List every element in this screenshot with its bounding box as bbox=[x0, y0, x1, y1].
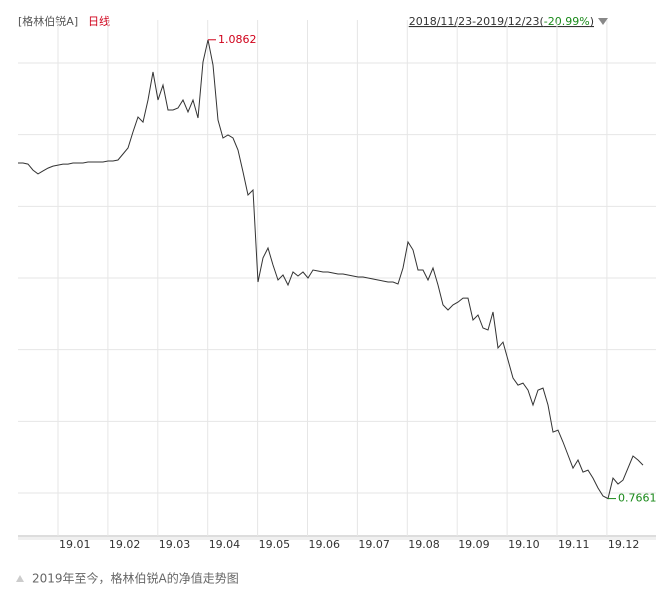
x-tick-label: 19.07 bbox=[358, 538, 390, 551]
x-tick-label: 19.01 bbox=[59, 538, 91, 551]
x-tick-label: 19.09 bbox=[458, 538, 490, 551]
range-text: 2018/11/23-2019/12/23( bbox=[409, 15, 544, 28]
caption: 2019年至今，格林伯锐A的净值走势图 bbox=[32, 571, 239, 586]
period[interactable]: 日线 bbox=[88, 14, 110, 28]
x-tick-label: 19.02 bbox=[109, 538, 140, 551]
x-tick-label: 19.10 bbox=[508, 538, 539, 551]
x-tick-label: 19.12 bbox=[608, 538, 640, 551]
range[interactable]: 2018/11/23-2019/12/23(-20.99%) bbox=[409, 15, 594, 28]
x-tick-label: 19.08 bbox=[408, 538, 440, 551]
dropdown-arrow[interactable] bbox=[598, 18, 608, 25]
range-close: ) bbox=[590, 15, 594, 28]
x-tick-label: 19.06 bbox=[309, 538, 341, 551]
min-label: 0.7661 bbox=[618, 492, 657, 505]
caption-icon bbox=[16, 575, 24, 582]
max-label: 1.0862 bbox=[218, 33, 257, 46]
x-tick-label: 19.04 bbox=[209, 538, 241, 551]
fund-name: [格林伯锐A] bbox=[18, 14, 78, 28]
change: -20.99% bbox=[544, 15, 590, 28]
nav-line bbox=[18, 39, 644, 500]
axis-band bbox=[18, 537, 656, 540]
x-tick-label: 19.11 bbox=[558, 538, 590, 551]
x-tick-label: 19.05 bbox=[259, 538, 291, 551]
x-tick-label: 19.03 bbox=[159, 538, 191, 551]
